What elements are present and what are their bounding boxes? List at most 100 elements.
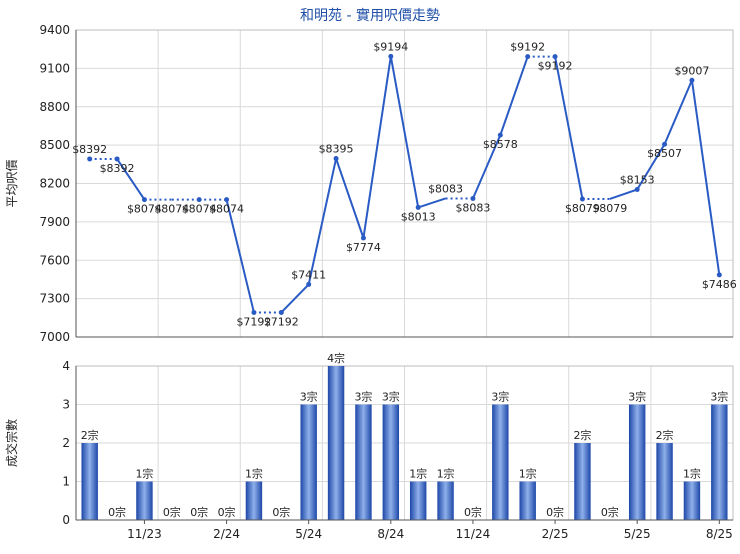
price-line-segment <box>362 56 392 239</box>
price-data-label: $8507 <box>647 147 682 160</box>
volume-bar <box>355 404 372 520</box>
volume-data-label: 3宗 <box>628 390 646 404</box>
price-data-label: $9194 <box>373 40 408 53</box>
price-line-segment <box>663 79 693 145</box>
price-point <box>141 197 147 203</box>
price-point <box>87 156 93 162</box>
volume-bar <box>382 404 400 520</box>
x-tick-label: 8/25 <box>706 527 733 541</box>
price-line-segment <box>335 158 365 239</box>
price-data-label: $7192 <box>264 315 299 328</box>
price-data-label: $8578 <box>483 138 518 151</box>
volume-data-label: 3宗 <box>300 390 318 404</box>
price-y-tick-label: 7900 <box>39 215 70 229</box>
price-line-segment <box>499 56 529 136</box>
volume-y-tick-label: 3 <box>62 398 70 412</box>
x-tick-label: 8/24 <box>377 527 404 541</box>
price-y-tick-label: 9400 <box>39 23 70 37</box>
price-data-label: $8013 <box>401 210 436 223</box>
volume-y-tick-label: 1 <box>62 475 70 489</box>
price-line-segment <box>690 80 721 275</box>
volume-data-label: 1宗 <box>437 467 455 481</box>
price-line-segment <box>116 158 146 201</box>
volume-data-label: 0宗 <box>464 505 482 519</box>
volume-bar <box>245 481 263 520</box>
price-point <box>278 309 284 315</box>
volume-bar <box>628 404 646 520</box>
volume-bar <box>574 443 591 520</box>
price-data-label: $8392 <box>100 162 135 175</box>
price-point <box>415 204 421 210</box>
volume-data-label: 1宗 <box>683 467 701 481</box>
volume-data-label: 0宗 <box>190 505 208 519</box>
price-y-tick-label: 8200 <box>39 177 70 191</box>
price-point <box>388 53 394 59</box>
price-point <box>114 156 120 162</box>
volume-data-label: 3宗 <box>491 390 509 404</box>
price-data-label: $8079 <box>565 202 600 215</box>
price-point <box>552 54 558 60</box>
price-point <box>196 197 202 203</box>
volume-bar <box>656 443 673 520</box>
price-data-label: $8074 <box>127 203 162 216</box>
price-y-tick-label: 8500 <box>39 138 70 152</box>
x-tick-label: 5/25 <box>624 527 651 541</box>
volume-y-axis-label: 成交宗數 <box>4 419 19 467</box>
price-data-label: $7192 <box>236 315 271 328</box>
volume-data-label: 0宗 <box>272 505 290 519</box>
price-y-tick-label: 7000 <box>39 330 70 344</box>
price-point <box>224 197 230 203</box>
price-point <box>525 54 531 60</box>
price-line-segment <box>417 197 446 209</box>
price-data-label: $8074 <box>154 203 189 216</box>
price-data-label: $7486 <box>702 278 737 291</box>
price-data-label: $8083 <box>428 182 463 195</box>
price-point <box>662 141 668 147</box>
volume-data-label: 2宗 <box>573 428 591 442</box>
price-data-label: $8074 <box>209 203 244 216</box>
price-line-segment <box>554 56 584 200</box>
price-data-label: $9192 <box>510 41 545 54</box>
price-point <box>360 235 366 241</box>
volume-data-label: 0宗 <box>163 505 181 519</box>
volume-data-label: 1宗 <box>519 467 537 481</box>
x-tick-label: 2/25 <box>542 527 569 541</box>
price-point <box>470 195 476 201</box>
price-data-label: $8153 <box>620 174 655 187</box>
price-point <box>333 156 339 162</box>
volume-data-label: 3宗 <box>354 390 372 404</box>
volume-bar <box>519 481 536 520</box>
volume-bar <box>711 404 728 520</box>
price-data-label: $8083 <box>455 201 490 214</box>
volume-data-label: 1宗 <box>409 467 427 481</box>
price-data-label: $8074 <box>182 203 217 216</box>
volume-data-label: 0宗 <box>218 505 236 519</box>
price-point <box>634 187 640 193</box>
volume-bar <box>327 366 345 520</box>
price-point <box>251 309 257 315</box>
volume-bar <box>492 404 509 520</box>
volume-y-tick-label: 0 <box>62 513 70 527</box>
volume-data-label: 0宗 <box>546 505 564 519</box>
price-line-segment <box>636 143 666 191</box>
volume-bar <box>81 443 98 520</box>
volume-bar <box>409 481 427 520</box>
price-line-segment <box>609 188 638 200</box>
x-tick-label: 5/24 <box>295 527 322 541</box>
price-point <box>497 132 503 138</box>
volume-data-label: 4宗 <box>327 351 345 365</box>
volume-data-label: 2宗 <box>81 428 99 442</box>
price-line-segment <box>472 134 502 199</box>
chart-title: 和明苑 - 實用呎價走勢 <box>300 7 440 24</box>
volume-y-tick-label: 2 <box>62 436 70 450</box>
volume-bar <box>136 481 153 520</box>
price-y-axis-label: 平均呎價 <box>5 159 19 207</box>
volume-bar <box>683 481 701 520</box>
price-y-tick-label: 7300 <box>39 292 70 306</box>
price-y-tick-label: 9100 <box>39 61 70 75</box>
price-point <box>306 281 312 287</box>
volume-data-label: 2宗 <box>656 428 674 442</box>
price-y-tick-label: 7600 <box>39 253 70 267</box>
